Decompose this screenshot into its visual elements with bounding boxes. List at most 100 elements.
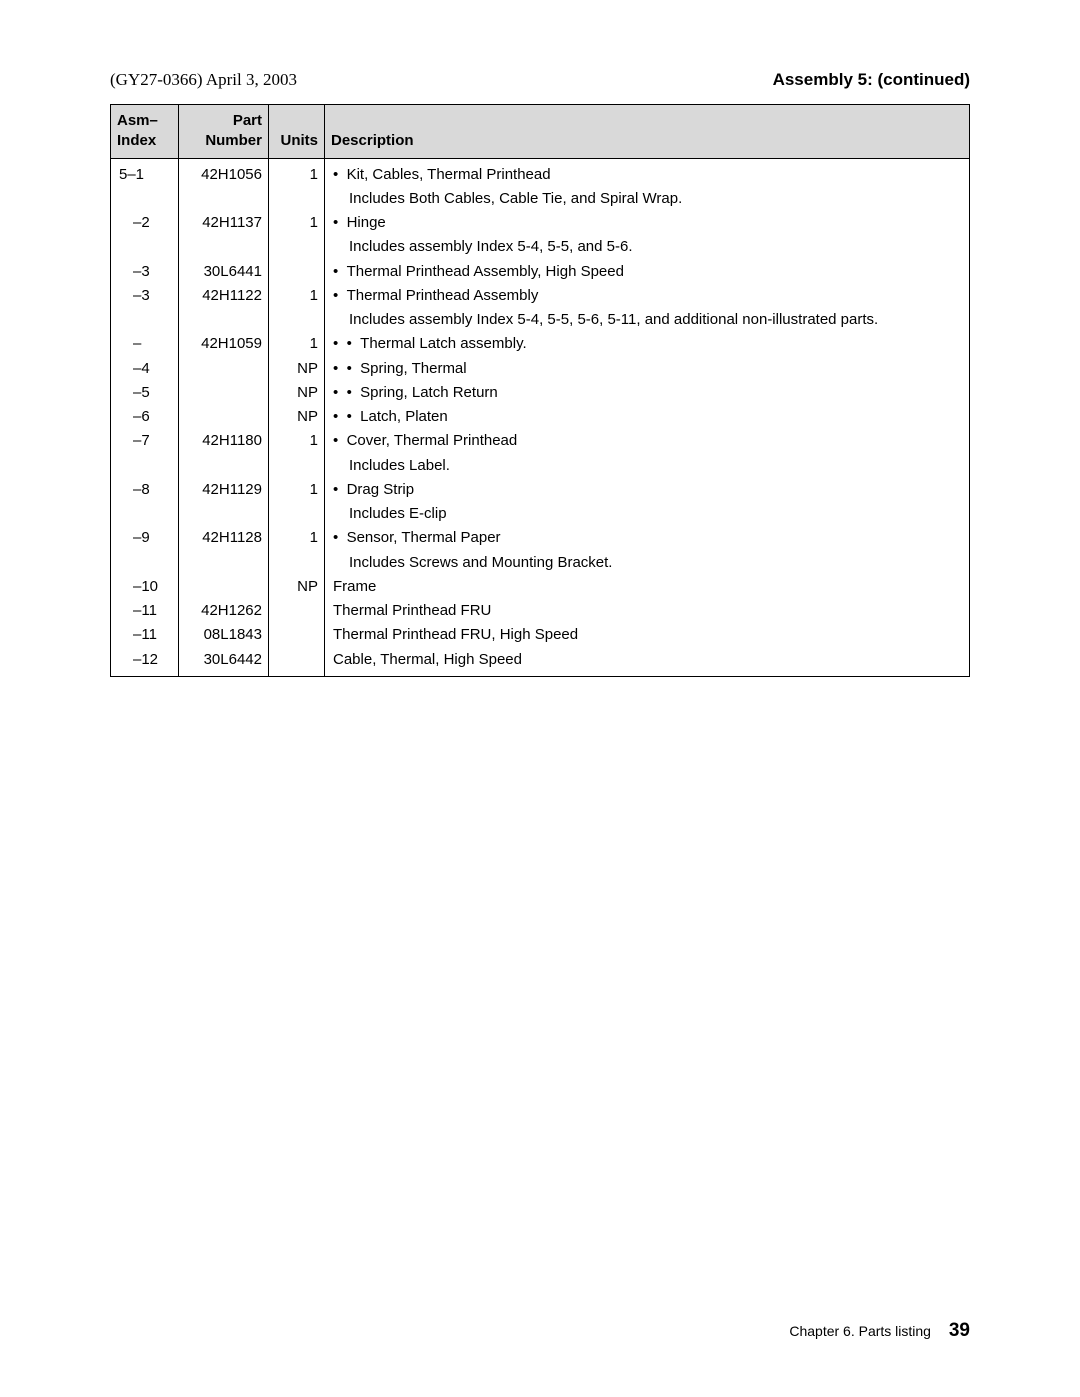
table-row: –942H11281• Sensor, Thermal Paper bbox=[111, 526, 970, 550]
cell-asm-index: –5 bbox=[111, 381, 179, 405]
cell-part-number: 42H1059 bbox=[179, 332, 269, 356]
cell-description: Includes assembly Index 5-4, 5-5, and 5-… bbox=[325, 235, 970, 259]
cell-description: Thermal Printhead FRU bbox=[325, 599, 970, 623]
cell-part-number bbox=[179, 551, 269, 575]
table-row: Includes assembly Index 5-4, 5-5, and 5-… bbox=[111, 235, 970, 259]
cell-asm-index bbox=[111, 551, 179, 575]
table-row: Includes Screws and Mounting Bracket. bbox=[111, 551, 970, 575]
cell-part-number bbox=[179, 454, 269, 478]
cell-description: • • Spring, Thermal bbox=[325, 357, 970, 381]
table-row: –330L6441 • Thermal Printhead Assembly, H… bbox=[111, 260, 970, 284]
cell-asm-index: –4 bbox=[111, 357, 179, 381]
cell-description: • Sensor, Thermal Paper bbox=[325, 526, 970, 550]
cell-asm-index: –8 bbox=[111, 478, 179, 502]
cell-description: • Kit, Cables, Thermal Printhead bbox=[325, 158, 970, 187]
cell-units bbox=[269, 260, 325, 284]
page-header: (GY27-0366) April 3, 2003 Assembly 5: (c… bbox=[110, 70, 970, 90]
parts-table: Asm– Index Part Number Units Description… bbox=[110, 104, 970, 677]
cell-description: • Hinge bbox=[325, 211, 970, 235]
cell-part-number: 42H1180 bbox=[179, 429, 269, 453]
table-row: –1230L6442 Cable, Thermal, High Speed bbox=[111, 648, 970, 677]
table-row: –42H10591• • Thermal Latch assembly. bbox=[111, 332, 970, 356]
cell-asm-index: –2 bbox=[111, 211, 179, 235]
table-row: –242H11371• Hinge bbox=[111, 211, 970, 235]
cell-units: 1 bbox=[269, 526, 325, 550]
cell-asm-index: –10 bbox=[111, 575, 179, 599]
cell-part-number: 42H1137 bbox=[179, 211, 269, 235]
table-row: –10NPFrame bbox=[111, 575, 970, 599]
cell-part-number bbox=[179, 357, 269, 381]
cell-units bbox=[269, 551, 325, 575]
cell-units bbox=[269, 502, 325, 526]
cell-units bbox=[269, 308, 325, 332]
cell-units: NP bbox=[269, 357, 325, 381]
cell-asm-index: –12 bbox=[111, 648, 179, 677]
cell-units bbox=[269, 187, 325, 211]
cell-description: Includes Screws and Mounting Bracket. bbox=[325, 551, 970, 575]
table-row: Includes assembly Index 5-4, 5-5, 5-6, 5… bbox=[111, 308, 970, 332]
table-row: –6 NP• • Latch, Platen bbox=[111, 405, 970, 429]
cell-asm-index: –3 bbox=[111, 260, 179, 284]
cell-part-number bbox=[179, 381, 269, 405]
cell-description: Includes Label. bbox=[325, 454, 970, 478]
table-header-row: Asm– Index Part Number Units Description bbox=[111, 105, 970, 159]
cell-units: 1 bbox=[269, 478, 325, 502]
col-part-number: Part Number bbox=[179, 105, 269, 159]
cell-description: • • Latch, Platen bbox=[325, 405, 970, 429]
cell-units bbox=[269, 454, 325, 478]
cell-units bbox=[269, 648, 325, 677]
cell-units: 1 bbox=[269, 284, 325, 308]
cell-description: Includes E-clip bbox=[325, 502, 970, 526]
cell-part-number: 42H1128 bbox=[179, 526, 269, 550]
cell-part-number: 30L6442 bbox=[179, 648, 269, 677]
cell-units: 1 bbox=[269, 158, 325, 187]
col-units: Units bbox=[269, 105, 325, 159]
cell-part-number bbox=[179, 575, 269, 599]
cell-units bbox=[269, 235, 325, 259]
table-row: –1142H1262 Thermal Printhead FRU bbox=[111, 599, 970, 623]
header-left: (GY27-0366) April 3, 2003 bbox=[110, 70, 297, 90]
table-row: Includes E-clip bbox=[111, 502, 970, 526]
footer-page-number: 39 bbox=[949, 1320, 970, 1341]
cell-part-number: 30L6441 bbox=[179, 260, 269, 284]
table-row: Includes Label. bbox=[111, 454, 970, 478]
cell-description: Includes Both Cables, Cable Tie, and Spi… bbox=[325, 187, 970, 211]
cell-asm-index bbox=[111, 235, 179, 259]
cell-asm-index: –11 bbox=[111, 599, 179, 623]
col-description: Description bbox=[325, 105, 970, 159]
cell-description: Includes assembly Index 5-4, 5-5, 5-6, 5… bbox=[325, 308, 970, 332]
cell-part-number: 42H1056 bbox=[179, 158, 269, 187]
cell-asm-index bbox=[111, 308, 179, 332]
table-row: –842H11291• Drag Strip bbox=[111, 478, 970, 502]
cell-description: • Drag Strip bbox=[325, 478, 970, 502]
cell-units bbox=[269, 599, 325, 623]
table-row: –742H11801• Cover, Thermal Printhead bbox=[111, 429, 970, 453]
cell-description: • • Thermal Latch assembly. bbox=[325, 332, 970, 356]
cell-description: Thermal Printhead FRU, High Speed bbox=[325, 623, 970, 647]
cell-part-number: 08L1843 bbox=[179, 623, 269, 647]
cell-part-number bbox=[179, 187, 269, 211]
cell-asm-index: –3 bbox=[111, 284, 179, 308]
table-row: –1108L1843 Thermal Printhead FRU, High Sp… bbox=[111, 623, 970, 647]
cell-asm-index bbox=[111, 454, 179, 478]
table-row: –342H11221• Thermal Printhead Assembly bbox=[111, 284, 970, 308]
cell-asm-index: –7 bbox=[111, 429, 179, 453]
table-row: 5–142H10561• Kit, Cables, Thermal Printh… bbox=[111, 158, 970, 187]
cell-asm-index: 5–1 bbox=[111, 158, 179, 187]
cell-part-number bbox=[179, 235, 269, 259]
cell-asm-index bbox=[111, 502, 179, 526]
cell-asm-index: –11 bbox=[111, 623, 179, 647]
cell-description: Cable, Thermal, High Speed bbox=[325, 648, 970, 677]
cell-asm-index: –6 bbox=[111, 405, 179, 429]
cell-units: 1 bbox=[269, 429, 325, 453]
cell-asm-index bbox=[111, 187, 179, 211]
table-body: 5–142H10561• Kit, Cables, Thermal Printh… bbox=[111, 158, 970, 676]
cell-part-number: 42H1262 bbox=[179, 599, 269, 623]
col-asm-index: Asm– Index bbox=[111, 105, 179, 159]
cell-description: • • Spring, Latch Return bbox=[325, 381, 970, 405]
cell-part-number bbox=[179, 502, 269, 526]
cell-part-number bbox=[179, 308, 269, 332]
cell-units: NP bbox=[269, 381, 325, 405]
cell-units: NP bbox=[269, 405, 325, 429]
cell-description: • Thermal Printhead Assembly, High Speed bbox=[325, 260, 970, 284]
